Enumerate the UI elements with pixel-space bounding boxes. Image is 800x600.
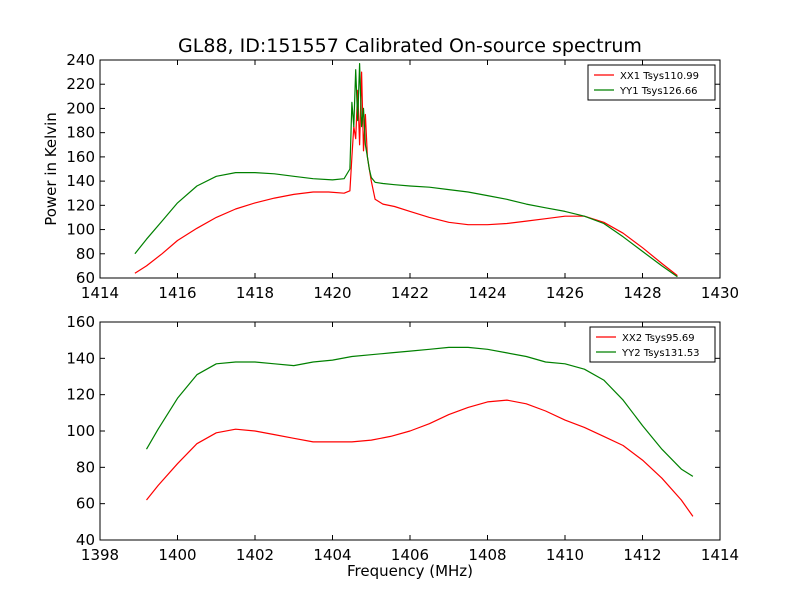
y-tick-label: 220 xyxy=(66,75,95,93)
y-tick-label: 240 xyxy=(66,51,95,69)
x-tick-label: 1430 xyxy=(701,284,739,302)
y-tick-label: 180 xyxy=(66,124,95,142)
series-line-yy1 xyxy=(134,62,678,278)
y-tick-label: 120 xyxy=(66,386,95,404)
y-tick-label: 100 xyxy=(66,221,95,239)
x-tick-label: 1420 xyxy=(313,284,351,302)
legend-entry: YY2 Tsys131.53 xyxy=(621,348,700,359)
y-tick-label: 160 xyxy=(66,313,95,331)
panel-1: 1414 1416 1418 1420 1422 1424 1426 1428 1430 60 80… xyxy=(42,35,739,302)
y-tick-label: 140 xyxy=(66,349,95,367)
series-line-xx1 xyxy=(134,71,678,277)
y-tick-label: 120 xyxy=(66,196,95,214)
x-tick-label: 1424 xyxy=(468,284,506,302)
panel-2: 1398 1400 1402 1404 1406 1408 1410 1412 1414 40 60… xyxy=(66,313,739,580)
x-tick-label: 1422 xyxy=(391,284,429,302)
x-tick-label: 1400 xyxy=(158,546,196,564)
y-tick-label: 100 xyxy=(66,422,95,440)
y-tick-label: 40 xyxy=(76,531,95,549)
legend: XX1 Tsys110.99 YY1 Tsys126.66 xyxy=(587,64,716,101)
y-tick-label: 60 xyxy=(76,269,95,287)
x-tick-label: 1418 xyxy=(236,284,274,302)
y-tick-label: 80 xyxy=(76,245,95,263)
x-tick-label: 1402 xyxy=(236,546,274,564)
y-tick-label: 80 xyxy=(76,458,95,476)
legend-box xyxy=(589,326,716,363)
series-line-xx2 xyxy=(146,399,694,517)
y-axis-label: Power in Kelvin xyxy=(42,112,60,226)
x-tick-label: 1414 xyxy=(701,546,739,564)
x-axis-label: Frequency (MHz) xyxy=(347,562,473,580)
x-tick-label: 1428 xyxy=(623,284,661,302)
x-tick-label: 1412 xyxy=(623,546,661,564)
x-tick-label: 1408 xyxy=(468,546,506,564)
x-tick-label: 1416 xyxy=(158,284,196,302)
legend-entry: XX2 Tsys95.69 xyxy=(622,333,695,344)
chart-title: GL88, ID:151557 Calibrated On-source spe… xyxy=(178,35,642,57)
legend: XX2 Tsys95.69 YY2 Tsys131.53 xyxy=(589,326,716,363)
y-tick-label: 60 xyxy=(76,495,95,513)
x-tick-label: 1398 xyxy=(81,546,119,564)
x-tick-label: 1406 xyxy=(391,546,429,564)
y-tick-label: 140 xyxy=(66,172,95,190)
x-tick-label: 1410 xyxy=(546,546,584,564)
x-tick-label: 1426 xyxy=(546,284,584,302)
y-tick-label: 160 xyxy=(66,148,95,166)
x-tick-label: 1414 xyxy=(81,284,119,302)
x-tick-label: 1404 xyxy=(313,546,351,564)
y-tick-label: 200 xyxy=(66,99,95,117)
series-line-yy2 xyxy=(145,346,694,477)
legend-entry: XX1 Tsys110.99 xyxy=(620,71,699,82)
legend-entry: YY1 Tsys126.66 xyxy=(619,86,698,97)
legend-box xyxy=(587,64,716,101)
